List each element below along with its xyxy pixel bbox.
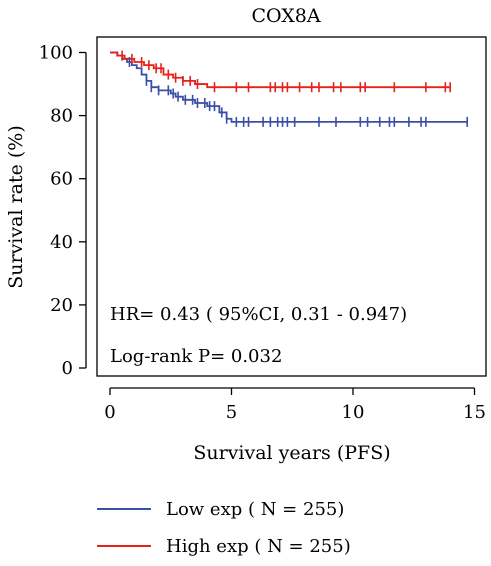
y-tick-label: 40 <box>50 232 73 253</box>
x-tick-label: 15 <box>463 402 486 423</box>
x-tick-label: 0 <box>104 402 115 423</box>
y-axis-label: Survival rate (%) <box>5 125 27 289</box>
x-tick-label: 5 <box>226 402 237 423</box>
logrank-annotation: Log-rank P= 0.032 <box>110 346 282 367</box>
y-tick-label: 60 <box>50 169 73 190</box>
hr-annotation: HR= 0.43 ( 95%CI, 0.31 - 0.947) <box>110 304 407 325</box>
legend: Low exp ( N = 255) High exp ( N = 255) <box>97 499 351 557</box>
survival-curve-high <box>110 51 451 89</box>
chart-title: COX8A <box>251 5 320 27</box>
curves-layer <box>110 51 468 123</box>
y-tick-label: 100 <box>39 43 73 64</box>
y-tick-label: 20 <box>50 295 73 316</box>
legend-label: Low exp ( N = 255) <box>166 499 344 520</box>
axes-layer: 0 5 10 15 0 20 40 60 80 100 <box>39 43 486 424</box>
censor-marks-layer <box>121 50 469 127</box>
legend-label: High exp ( N = 255) <box>166 536 351 557</box>
x-axis-label: Survival years (PFS) <box>193 442 390 464</box>
plot-frame <box>96 36 487 377</box>
x-tick-label: 10 <box>342 402 365 423</box>
y-tick-label: 80 <box>50 106 73 127</box>
y-tick-label: 0 <box>62 358 73 379</box>
